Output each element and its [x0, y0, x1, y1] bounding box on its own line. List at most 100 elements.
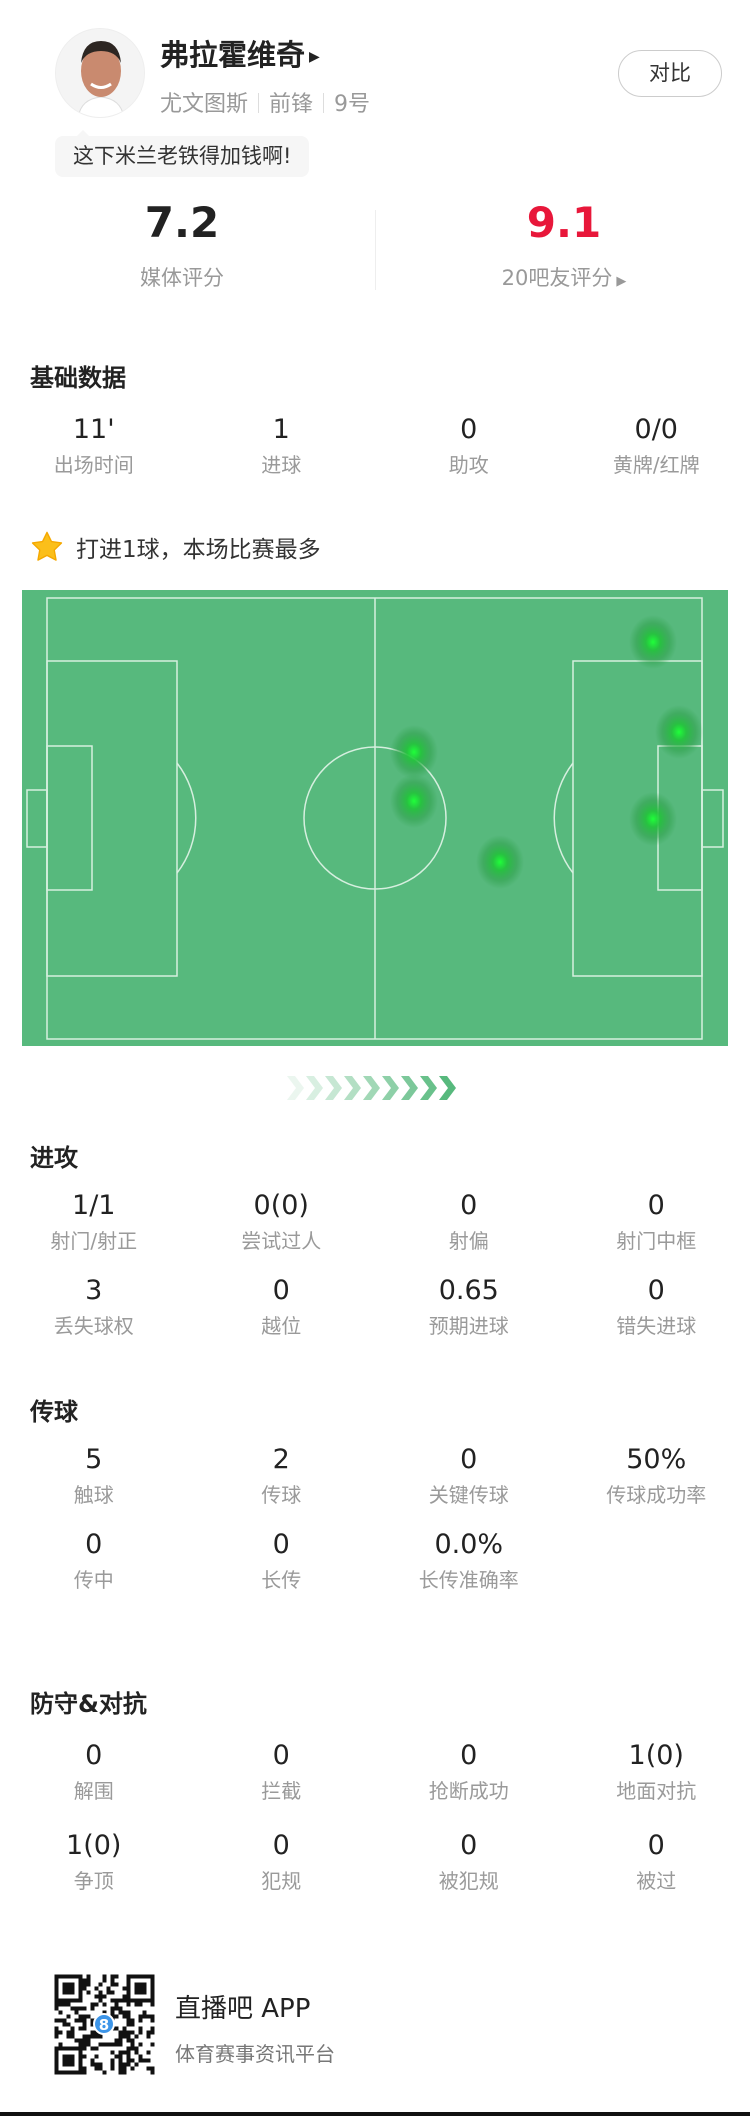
- stat-label: 犯规: [261, 1869, 302, 1893]
- stat-value: 0: [85, 1529, 103, 1560]
- stat-value: 2: [272, 1444, 290, 1475]
- stat-label: 射门中框: [616, 1229, 697, 1253]
- chevron-right-icon: [420, 1076, 437, 1100]
- stat-defense-6: 0 被犯规: [375, 1830, 563, 1894]
- stat-defense-3: 1(0) 地面对抗: [563, 1740, 750, 1804]
- stat-passing-5: 0 长传: [188, 1529, 376, 1593]
- chevron-right-icon: [325, 1076, 342, 1100]
- stat-attack-4: 3 丢失球权: [0, 1275, 188, 1339]
- stat-label: 出场时间: [53, 453, 134, 477]
- position: 前锋: [269, 92, 314, 117]
- stat-attack-1: 0(0) 尝试过人: [188, 1190, 376, 1254]
- section-title-attack: 进攻: [30, 1144, 78, 1172]
- stat-defense-2: 0 抢断成功: [375, 1740, 563, 1804]
- stat-label: 黄牌/红牌: [612, 453, 700, 477]
- stat-value: 0: [460, 1190, 478, 1221]
- chevron-right-icon: [439, 1076, 456, 1100]
- stat-value: 1(0): [628, 1740, 684, 1771]
- stat-label: 传球成功率: [606, 1483, 707, 1507]
- stat-label: 越位: [261, 1314, 302, 1338]
- heatmap-pitch: [22, 590, 728, 1046]
- stat-label: 地面对抗: [616, 1779, 697, 1803]
- pitch-lines: [26, 597, 724, 1040]
- compare-button[interactable]: 对比: [618, 50, 722, 97]
- player-meta: 尤文图斯 前锋 9号: [160, 86, 370, 118]
- stat-basic-1: 1 进球: [188, 414, 376, 478]
- caret-right-icon: ▶: [309, 49, 320, 65]
- chevron-right-icon: [344, 1076, 361, 1100]
- player-name: 弗拉霍维奇: [160, 38, 306, 72]
- stat-value: 0: [647, 1275, 665, 1306]
- stat-label: 争顶: [73, 1869, 114, 1893]
- stat-value: 5: [85, 1444, 103, 1475]
- stat-label: 长传: [261, 1568, 302, 1592]
- section-title-passing: 传球: [30, 1398, 78, 1426]
- stat-label: 被犯规: [438, 1869, 499, 1893]
- qr-badge: 8: [99, 2016, 109, 2034]
- stat-value: 0: [272, 1275, 290, 1306]
- media-rating: 7.2 媒体评分: [32, 198, 332, 292]
- attack-direction-arrows: [287, 1074, 467, 1106]
- stat-attack-0: 1/1 射门/射正: [0, 1190, 188, 1254]
- stat-value: 0(0): [253, 1190, 309, 1221]
- stat-value: 0: [272, 1740, 290, 1771]
- stat-defense-4: 1(0) 争顶: [0, 1830, 188, 1894]
- stat-value: 50%: [626, 1444, 687, 1475]
- bottom-bar: [0, 2112, 750, 2116]
- heat-spot: [629, 792, 677, 846]
- stat-passing-6: 0.0% 长传准确率: [375, 1529, 563, 1593]
- stat-defense-1: 0 拦截: [188, 1740, 376, 1804]
- stat-label: 尝试过人: [241, 1229, 322, 1253]
- fan-rating-value: 9.1: [526, 198, 602, 247]
- stat-label: 长传准确率: [418, 1568, 519, 1592]
- stat-defense-0: 0 解围: [0, 1740, 188, 1804]
- heat-spot: [390, 725, 438, 779]
- team-name: 尤文图斯: [160, 92, 249, 117]
- stat-basic-2: 0 助攻: [375, 414, 563, 478]
- caret-right-icon: ▶: [616, 274, 627, 289]
- passing-stats: 5 触球 2 传球 0 关键传球 50% 传球成功率 0 传中 0 长传 0.0% 长传准确率: [0, 1444, 750, 1593]
- heat-spot: [629, 615, 677, 669]
- stat-defense-5: 0 犯规: [188, 1830, 376, 1894]
- basic-stats: 11' 出场时间 1 进球 0 助攻 0/0 黄牌/红牌: [0, 414, 750, 478]
- attack-stats: 1/1 射门/射正 0(0) 尝试过人 0 射偏 0 射门中框 3 丢失球权 0 越位 0.65 预期进球…: [0, 1190, 750, 1339]
- stat-label: 预期进球: [428, 1314, 509, 1338]
- comment-bubble: 这下米兰老铁得加钱啊!: [55, 130, 310, 177]
- fan-rating-label: 20吧友评分: [501, 266, 613, 290]
- heat-spot: [476, 835, 524, 889]
- stat-attack-7: 0 错失进球: [563, 1275, 750, 1339]
- divider: [258, 93, 260, 113]
- fan-rating-link[interactable]: 20吧友评分 ▶: [414, 262, 714, 292]
- chevron-right-icon: [401, 1076, 418, 1100]
- player-avatar[interactable]: [55, 28, 145, 118]
- stat-value: 0.65: [438, 1275, 499, 1306]
- stat-defense-7: 0 被过: [563, 1830, 750, 1894]
- player-name-link[interactable]: 弗拉霍维奇 ▶: [160, 32, 320, 74]
- stat-passing-2: 0 关键传球: [375, 1444, 563, 1508]
- stat-value: 0: [647, 1830, 665, 1861]
- stat-label: 传球: [261, 1483, 302, 1507]
- stat-label: 射偏: [448, 1229, 489, 1253]
- media-rating-label: 媒体评分: [140, 266, 224, 290]
- stat-value: 0: [272, 1830, 290, 1861]
- stat-value: 1: [272, 414, 290, 445]
- stat-passing-0: 5 触球: [0, 1444, 188, 1508]
- qr-code: 8: [53, 1973, 156, 2076]
- app-name: 直播吧 APP: [175, 1994, 311, 2024]
- fan-rating[interactable]: 9.1 20吧友评分 ▶: [414, 198, 714, 292]
- stat-value: 11': [72, 414, 115, 445]
- stat-value: 0: [460, 1830, 478, 1861]
- stat-label: 触球: [73, 1483, 114, 1507]
- stat-basic-0: 11' 出场时间: [0, 414, 188, 478]
- stat-value: 1/1: [72, 1190, 116, 1221]
- stat-value: 0: [85, 1740, 103, 1771]
- stat-passing-4: 0 传中: [0, 1529, 188, 1593]
- stat-value: 0: [460, 1740, 478, 1771]
- stat-passing-3: 50% 传球成功率: [563, 1444, 750, 1508]
- stat-value: 0: [460, 414, 478, 445]
- stat-value: 0: [460, 1444, 478, 1475]
- stat-label: 传中: [73, 1568, 114, 1592]
- stat-basic-3: 0/0 黄牌/红牌: [563, 414, 750, 478]
- chevron-right-icon: [363, 1076, 380, 1100]
- section-title-basic: 基础数据: [30, 364, 126, 392]
